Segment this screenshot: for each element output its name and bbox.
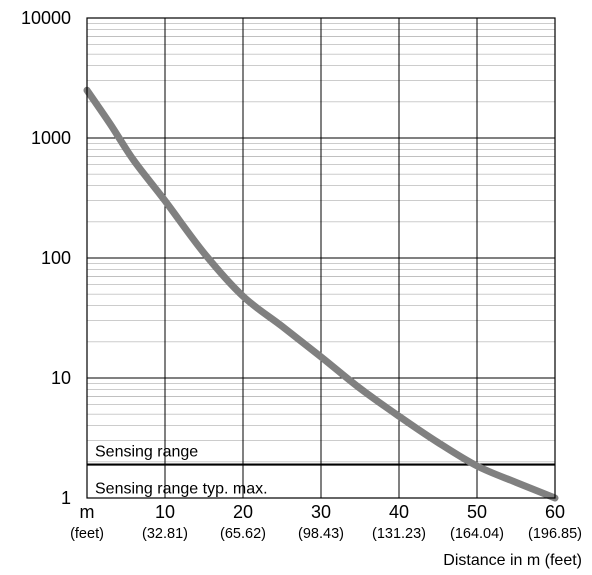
x-tick-label: 30 — [311, 502, 331, 522]
x-tick-label: 40 — [389, 502, 409, 522]
reference-lines: Sensing range Sensing range typ. max. — [87, 444, 555, 498]
x-unit-label: m — [80, 502, 95, 522]
x-tick-label: 20 — [233, 502, 253, 522]
x-unit-sublabel: (feet) — [70, 526, 104, 542]
x-tick-label: 10 — [155, 502, 175, 522]
y-tick-label: 1 — [61, 488, 71, 508]
y-tick-label: 1000 — [31, 128, 71, 148]
y-tick-labels: 1 10 100 1000 10000 — [21, 8, 71, 508]
x-tick-sublabel: (164.04) — [450, 526, 504, 542]
y-tick-label: 10 — [51, 368, 71, 388]
x-tick-sublabel: (65.62) — [220, 526, 266, 542]
y-tick-label: 100 — [41, 248, 71, 268]
x-tick-labels: 10 (32.81) 20 (65.62) 30 (98.43) 40 (131.23) 50 (… — [142, 502, 582, 542]
x-tick-sublabel: (131.23) — [372, 526, 426, 542]
x-tick-sublabel: (196.85) — [528, 526, 582, 542]
x-axis-label: Distance in m (feet) — [443, 552, 582, 569]
x-tick-sublabel: (32.81) — [142, 526, 188, 542]
series-layer — [83, 86, 559, 502]
sensing-range-max-label: Sensing range typ. max. — [95, 481, 268, 498]
x-tick-label: 50 — [467, 502, 487, 522]
x-tick-label: 60 — [545, 502, 565, 522]
series-line — [83, 86, 559, 502]
x-tick-sublabel: (98.43) — [298, 526, 344, 542]
sensing-range-label: Sensing range — [95, 444, 198, 461]
y-tick-label: 10000 — [21, 8, 71, 28]
plot-frame — [86, 17, 556, 499]
